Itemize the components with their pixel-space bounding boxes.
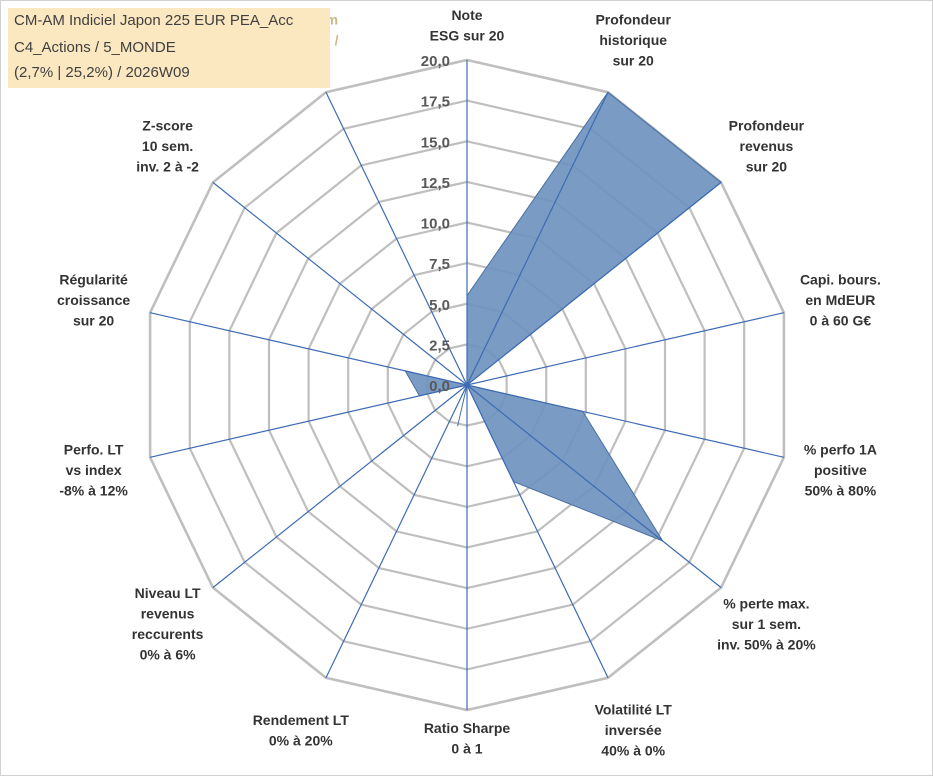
radar-axis-labels: Note ESG sur 20 Profondeur historique sur 20… [57,7,881,759]
axis-label-13-line-2: 10 sem. [142,138,193,154]
axis-spoke-3 [466,181,722,386]
axis-label-8-line-1: Ratio Sharpe [424,720,511,736]
axis-label-1-line-1: Note [451,7,482,23]
title-line-2: C4_Actions / 5_MONDE [14,39,176,56]
axis-label-10-line-1: Niveau LT [135,585,201,601]
axis-label-4-line-1: Capi. bours. [800,271,881,287]
axis-label-1-line-2: ESG sur 20 [430,28,505,44]
axis-label-12-line-3: sur 20 [73,312,114,328]
axis-label-2-line-1: Profondeur [595,11,671,27]
tick-label-3: 7,5 [429,256,450,273]
axis-label-9: Rendement LT 0% à 20% [253,712,350,749]
series-area [404,91,722,543]
axis-spoke-2 [466,91,609,386]
axis-spoke-4 [466,312,785,386]
axis-spoke-12 [149,312,468,386]
axis-label-7-line-2: inversée [605,722,662,738]
tick-label-6: 15,0 [421,134,450,151]
axis-label-4: Capi. bours. en MdEUR 0 à 60 G€ [800,271,881,328]
radar-series [404,91,722,543]
axis-spoke-9 [325,384,468,679]
axis-spoke-5 [466,384,785,458]
axis-label-10-line-3: reccurents [132,626,204,642]
axis-label-2-line-3: sur 20 [613,52,654,68]
axis-label-5-line-3: 50% à 80% [805,483,877,499]
axis-spoke-14 [325,91,468,386]
tick-label-7: 17,5 [421,94,450,111]
title-box: CM-AM Indiciel Japon 225 EUR PEA_Acc C4_… [8,8,330,88]
axis-label-5-line-2: positive [814,462,867,478]
axis-spoke-11 [149,384,468,458]
tick-label-1: 2,5 [429,337,450,354]
tick-label-0: 0,0 [429,378,450,395]
tick-label-2: 5,0 [429,297,450,314]
axis-label-11-line-3: -8% à 12% [59,483,128,499]
title-line-3: (2,7% | 25,2%) / 2026W09 [14,64,190,81]
axis-label-11-line-2: vs index [66,462,122,478]
axis-label-10: Niveau LT revenus reccurents 0% à 6% [132,585,204,663]
axis-label-7: Volatilité LT inversée 40% à 0% [595,702,673,759]
axis-label-4-line-3: 0 à 60 G€ [810,312,872,328]
axis-label-12-line-2: croissance [57,292,130,308]
radar-axes [149,60,785,710]
axis-label-8: Ratio Sharpe 0 à 1 [424,720,511,757]
tick-label-4: 10,0 [421,216,450,233]
axis-label-3-line-1: Profondeur [729,118,805,134]
axis-label-3-line-3: sur 20 [746,159,787,175]
axis-label-3: Profondeur revenus sur 20 [729,118,805,175]
radar-tick-labels: 0,0 2,5 5,0 7,5 10,0 12,5 15,0 17,5 20,0 [421,53,450,395]
axis-label-6-line-1: % perte max. [723,595,809,611]
axis-label-6: % perte max. sur 1 sem. inv. 50% à 20% [717,595,816,652]
axis-label-10-line-2: revenus [141,606,195,622]
axis-spoke-10 [212,384,468,589]
axis-label-11: Perfo. LT vs index -8% à 12% [59,442,128,499]
axis-label-11-line-1: Perfo. LT [64,442,124,458]
axis-label-12-line-1: Régularité [59,271,128,287]
axis-label-8-line-2: 0 à 1 [451,740,482,756]
axis-label-2: Profondeur historique sur 20 [595,11,671,68]
axis-label-2-line-2: historique [599,32,667,48]
axis-label-13: Z-score 10 sem. inv. 2 à -2 [136,118,199,175]
title-line-1: CM-AM Indiciel Japon 225 EUR PEA_Acc [14,12,294,29]
axis-label-12: Régularité croissance sur 20 [57,271,130,328]
axis-spoke-7 [466,384,609,679]
axis-label-13-line-1: Z-score [142,118,193,134]
axis-label-9-line-1: Rendement LT [253,712,350,728]
axis-label-5: % perfo 1A positive 50% à 80% [804,442,877,499]
axis-spoke-6 [466,384,722,589]
axis-label-6-line-3: inv. 50% à 20% [717,636,816,652]
axis-label-13-line-3: inv. 2 à -2 [136,159,199,175]
axis-label-7-line-1: Volatilité LT [595,702,673,718]
axis-label-6-line-2: sur 1 sem. [732,616,801,632]
axis-spoke-13 [212,181,468,386]
tick-label-8: 20,0 [421,53,450,70]
tick-label-5: 12,5 [421,175,450,192]
axis-label-7-line-3: 40% à 0% [601,743,665,759]
axis-label-10-line-4: 0% à 6% [140,647,197,663]
axis-label-3-line-2: revenus [740,138,794,154]
axis-label-9-line-2: 0% à 20% [269,732,333,748]
axis-label-5-line-1: % perfo 1A [804,442,877,458]
axis-label-1: Note ESG sur 20 [430,7,505,44]
axis-label-4-line-2: en MdEUR [805,292,875,308]
